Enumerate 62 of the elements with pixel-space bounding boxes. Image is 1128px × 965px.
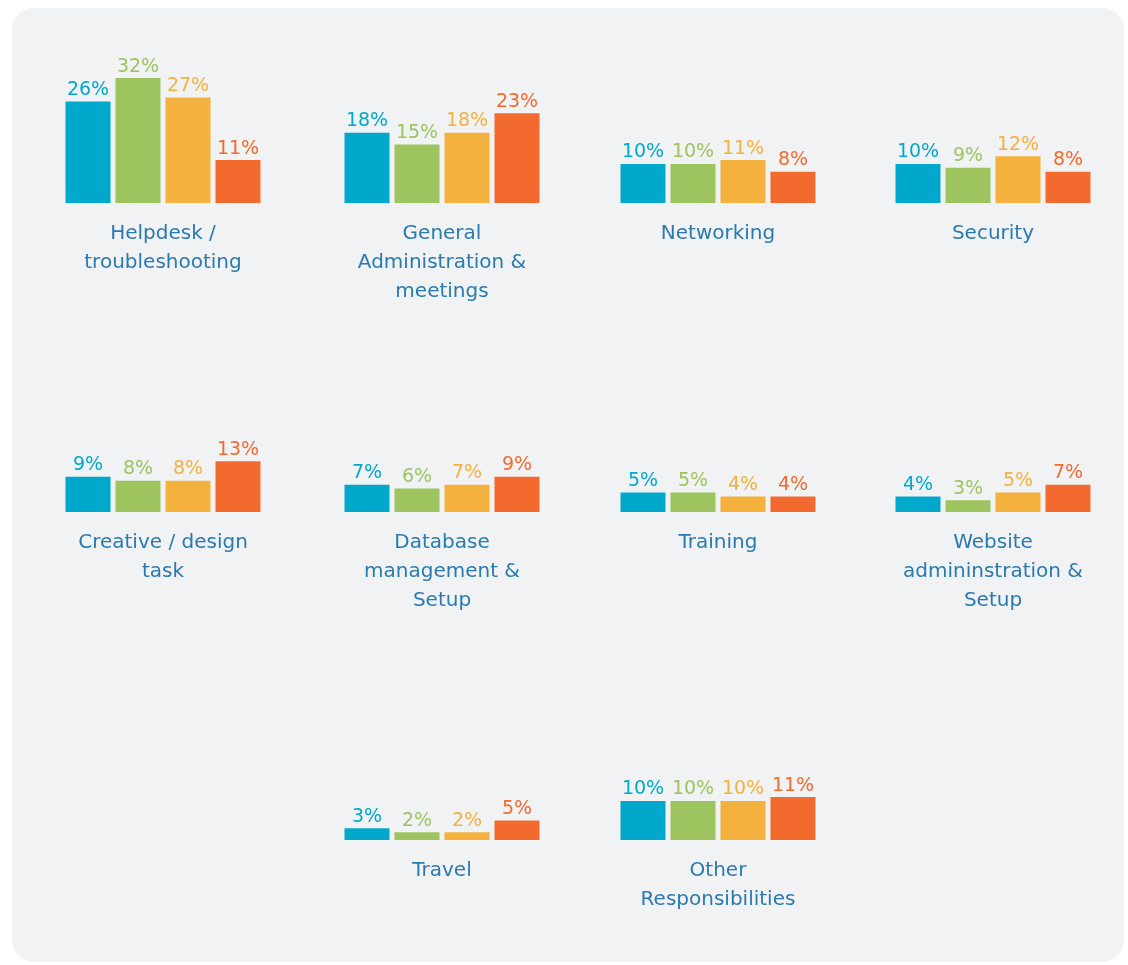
data-label: 18% <box>345 108 389 131</box>
data-label: 10% <box>621 139 665 162</box>
data-label: 9% <box>952 143 984 166</box>
data-label: 11% <box>721 135 765 158</box>
x-axis-title: Travel <box>411 856 473 883</box>
data-label: 11% <box>216 135 260 158</box>
bar <box>65 101 111 203</box>
data-label: 8% <box>172 456 204 479</box>
data-label: 4% <box>902 471 934 494</box>
bar <box>895 496 941 512</box>
data-label: 15% <box>395 119 439 142</box>
data-label: 5% <box>677 467 709 490</box>
bar <box>995 492 1041 512</box>
data-label: 8% <box>122 456 154 479</box>
data-label: 7% <box>351 460 383 483</box>
x-axis-title: Security <box>950 219 1036 246</box>
x-axis-title: Training <box>677 528 759 555</box>
data-label: 3% <box>351 803 383 826</box>
data-label: 7% <box>451 460 483 483</box>
data-label: 3% <box>952 475 984 498</box>
data-label: 27% <box>166 73 210 96</box>
x-axis-title: General Administration & meetings <box>356 219 528 304</box>
data-label: 11% <box>771 772 815 795</box>
data-label: 5% <box>501 795 533 818</box>
data-label: 10% <box>621 776 665 799</box>
data-label: 32% <box>116 53 160 76</box>
data-label: 7% <box>1052 460 1084 483</box>
bar <box>945 167 991 203</box>
x-axis-title: Database management & Setup <box>363 528 521 613</box>
data-label: 9% <box>501 452 533 475</box>
bar <box>895 163 941 203</box>
bar <box>945 500 991 512</box>
data-label: 12% <box>996 131 1040 154</box>
data-label: 5% <box>1002 467 1034 490</box>
data-label: 10% <box>721 776 765 799</box>
data-label: 4% <box>727 471 759 494</box>
data-label: 9% <box>72 452 104 475</box>
bar <box>1045 171 1091 203</box>
data-label: 4% <box>777 471 809 494</box>
data-label: 10% <box>671 139 715 162</box>
bar <box>165 97 211 203</box>
data-label: 10% <box>671 776 715 799</box>
x-axis-title: Helpdesk / troubleshooting <box>83 219 243 275</box>
data-label: 18% <box>445 108 489 131</box>
x-axis-title: Other Responsibilities <box>639 856 797 912</box>
data-label: 5% <box>627 467 659 490</box>
x-axis-title: Creative / design task <box>77 528 249 584</box>
data-label: 26% <box>66 76 110 99</box>
x-axis-title: Website admininstration & Setup <box>902 528 1084 613</box>
bar <box>215 160 261 203</box>
data-label: 8% <box>777 147 809 170</box>
bar <box>1045 484 1091 512</box>
data-label: 10% <box>896 139 940 162</box>
data-label: 23% <box>495 88 539 111</box>
data-label: 6% <box>401 464 433 487</box>
x-axis-title: Networking <box>659 219 777 246</box>
data-label: 8% <box>1052 147 1084 170</box>
data-label: 13% <box>216 436 260 459</box>
bar <box>115 78 161 203</box>
data-label: 2% <box>401 807 433 830</box>
data-label: 2% <box>451 807 483 830</box>
bar <box>995 156 1041 203</box>
